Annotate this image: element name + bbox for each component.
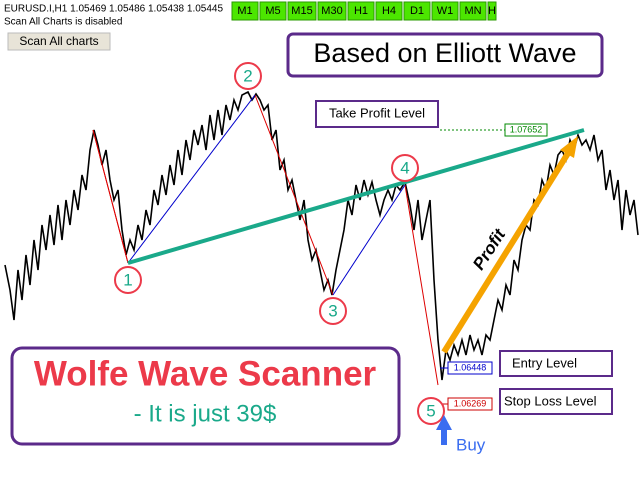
wave-circle [319, 297, 347, 325]
wave-circle [417, 397, 445, 425]
timeframe-button[interactable] [431, 1, 459, 21]
timeframe-button[interactable] [287, 1, 317, 21]
scan-status: Scan All Charts is disabled [4, 17, 122, 28]
red-legs [92, 94, 439, 386]
timeframe-bar: M1 M5 M15 M30 H1 H4 D1 W1 MN H [231, 1, 497, 21]
timeframe-button[interactable] [375, 1, 403, 21]
timeframe-button[interactable] [459, 1, 487, 21]
profit-arrow [441, 148, 573, 354]
timeframe-label[interactable]: M5 [265, 5, 280, 17]
wave-markers: 1 2 3 4 5 [114, 62, 445, 425]
timeframe-label[interactable]: H1 [354, 5, 368, 17]
wave-number: 3 [328, 301, 337, 320]
timeframe-button[interactable] [317, 1, 347, 21]
stop-price-box [447, 397, 493, 411]
wave-circle [234, 62, 262, 90]
timeframe-label[interactable]: M30 [321, 5, 342, 17]
timeframe-label[interactable]: W1 [437, 5, 454, 17]
product-title: Wolfe Wave Scanner [34, 354, 377, 393]
elliott-box [286, 32, 604, 78]
entry-price-box [447, 361, 493, 375]
timeframe-button[interactable] [347, 1, 375, 21]
timeframe-button[interactable] [259, 1, 287, 21]
entry-box [499, 350, 613, 377]
stop-box [499, 388, 613, 415]
buy-label: Buy [456, 435, 486, 454]
timeframe-label[interactable]: H [488, 5, 496, 17]
timeframe-label[interactable]: H4 [382, 5, 396, 17]
blue-legs [127, 94, 406, 296]
timeframe-label[interactable]: M15 [291, 5, 312, 17]
tp-box [315, 100, 439, 128]
timeframe-label[interactable]: M1 [237, 5, 252, 17]
tp-label: Take Profit Level [329, 105, 425, 120]
timeframe-button[interactable] [403, 1, 431, 21]
profit-arrow-head [560, 136, 578, 158]
timeframe-button[interactable] [231, 1, 259, 21]
stop-label: Stop Loss Level [504, 393, 597, 408]
entry-price: 1.06448 [454, 362, 487, 372]
wave-number: 4 [400, 158, 409, 177]
buy-arrow [436, 415, 452, 445]
elliott-text: Based on Elliott Wave [313, 38, 576, 68]
wave-circle [114, 266, 142, 294]
stop-price: 1.06269 [454, 398, 487, 408]
wave-number: 1 [123, 270, 132, 289]
wave-number: 5 [426, 401, 435, 420]
entry-label: Entry Level [512, 355, 577, 370]
wave-number: 2 [243, 66, 252, 85]
tp-price-box [504, 123, 548, 137]
product-box [10, 346, 401, 446]
scan-button[interactable] [7, 32, 111, 51]
wave-circle [391, 154, 419, 182]
tp-price: 1.07652 [510, 124, 543, 134]
timeframe-label[interactable]: D1 [410, 5, 424, 17]
product-price: - It is just 39$ [134, 400, 277, 427]
symbol-line: EURUSD.I,H1 1.05469 1.05486 1.05438 1.05… [4, 4, 223, 15]
timeframe-button[interactable] [487, 1, 497, 21]
timeframe-label[interactable]: MN [464, 5, 481, 17]
wave-trend-line [127, 128, 585, 265]
scan-button-label[interactable]: Scan All charts [19, 34, 98, 48]
